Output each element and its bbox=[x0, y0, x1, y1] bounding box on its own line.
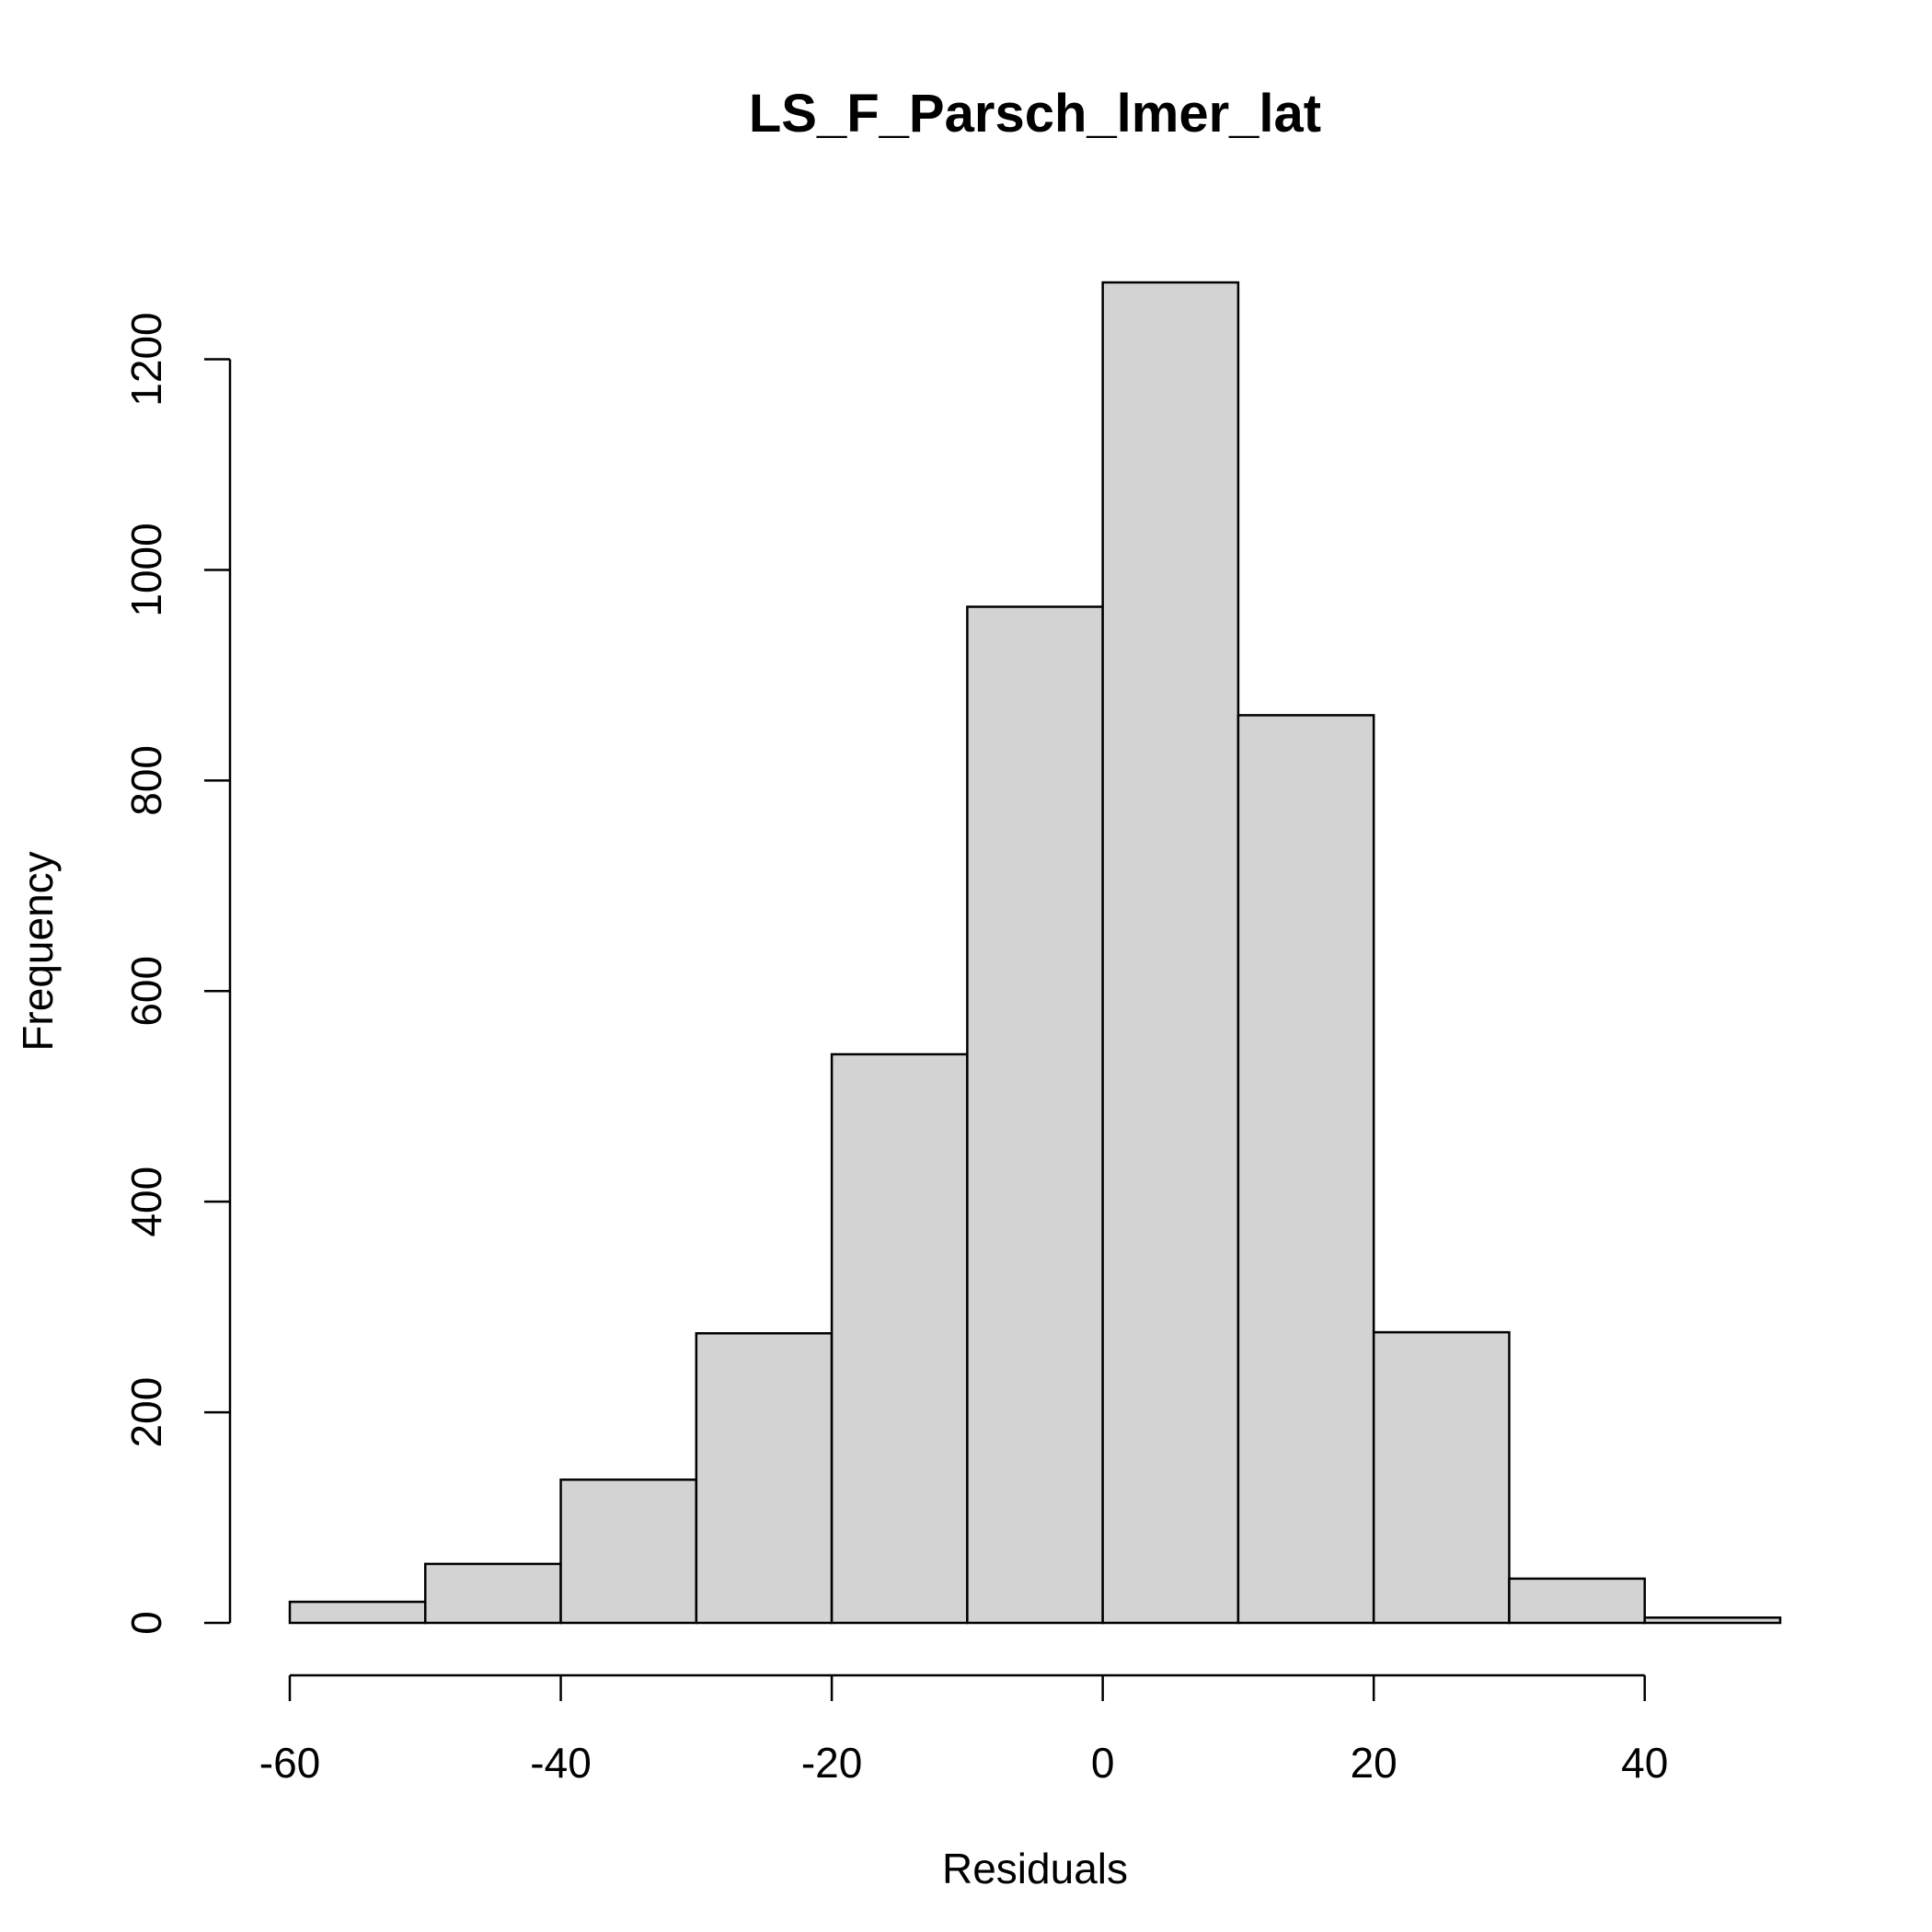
x-tick-label: 20 bbox=[1351, 1739, 1397, 1787]
y-axis: 0 200 400 600 800 1000 1200 bbox=[122, 312, 232, 1635]
y-axis-label: Frequency bbox=[14, 851, 62, 1051]
y-tick-label: 0 bbox=[122, 1611, 170, 1635]
x-axis: -60 -40 -20 0 20 40 bbox=[259, 1673, 1668, 1787]
y-tick-label: 600 bbox=[122, 956, 170, 1027]
x-tick-label: -60 bbox=[259, 1739, 320, 1787]
y-tick-label: 1200 bbox=[122, 312, 170, 406]
x-tick-label: -20 bbox=[801, 1739, 862, 1787]
chart-title: LS_F_Parsch_lmer_lat bbox=[749, 84, 1321, 144]
histogram-bar bbox=[830, 1052, 969, 1625]
x-tick-label: 0 bbox=[1091, 1739, 1115, 1787]
x-tick-label: -40 bbox=[530, 1739, 591, 1787]
x-axis-label: Residuals bbox=[942, 1845, 1128, 1892]
histogram-bar bbox=[1101, 281, 1240, 1625]
histogram-bar bbox=[1236, 714, 1375, 1625]
histogram-bar bbox=[695, 1332, 834, 1625]
histogram-bar bbox=[424, 1562, 562, 1625]
histogram-bar bbox=[288, 1600, 427, 1625]
y-tick-label: 400 bbox=[122, 1167, 170, 1237]
histogram-bar bbox=[559, 1478, 698, 1625]
y-tick-label: 1000 bbox=[122, 523, 170, 616]
histogram-bar bbox=[1372, 1330, 1511, 1625]
histogram-bar bbox=[1508, 1577, 1646, 1625]
y-tick-label: 200 bbox=[122, 1377, 170, 1448]
histogram-bar bbox=[966, 605, 1104, 1625]
y-tick-label: 800 bbox=[122, 745, 170, 816]
histogram-bars bbox=[288, 281, 1782, 1625]
histogram-bar bbox=[1643, 1616, 1782, 1625]
x-tick-label: 40 bbox=[1621, 1739, 1668, 1787]
